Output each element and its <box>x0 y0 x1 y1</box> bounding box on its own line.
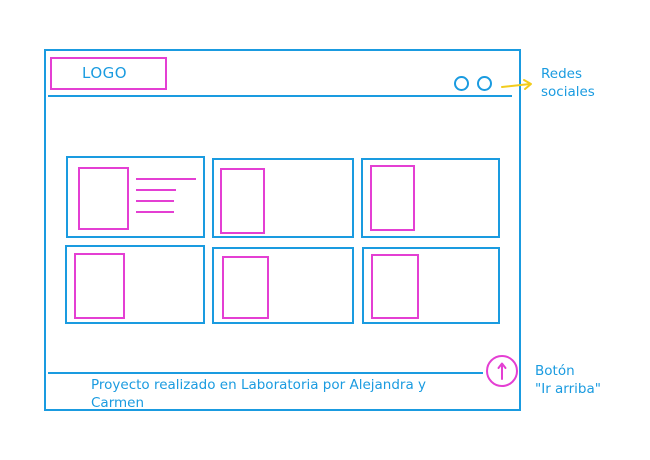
footer-credits-line1: Proyecto realizado en Laboratoria por Al… <box>91 377 427 393</box>
social-annotation-line1: Redes <box>541 66 582 82</box>
top-button-annotation-line2: "Ir arriba" <box>535 381 601 397</box>
logo-text: LOGO <box>82 64 128 82</box>
card-text-line <box>136 200 174 202</box>
social-icon-2[interactable] <box>477 76 492 91</box>
scroll-to-top-button[interactable] <box>485 354 519 388</box>
social-icon-1[interactable] <box>454 76 469 91</box>
card-image-placeholder <box>220 168 265 234</box>
top-button-annotation-line1: Botón <box>535 363 575 379</box>
card-image-placeholder <box>78 167 129 230</box>
card-text-line <box>136 178 196 180</box>
content-card[interactable] <box>212 247 354 324</box>
card-image-placeholder <box>370 165 415 231</box>
footer-divider <box>48 372 483 374</box>
content-card[interactable] <box>362 247 500 324</box>
footer-credits-line2: Carmen <box>91 395 145 411</box>
content-card[interactable] <box>66 156 205 238</box>
card-image-placeholder <box>74 253 125 319</box>
social-annotation-line2: sociales <box>541 84 595 100</box>
content-card[interactable] <box>65 245 205 324</box>
logo-placeholder[interactable] <box>50 57 167 90</box>
content-card[interactable] <box>361 158 500 238</box>
header-divider <box>48 95 512 97</box>
card-text-line <box>136 189 176 191</box>
top-button-annotation: Botón "Ir arriba" <box>535 362 601 398</box>
footer-credits: Proyecto realizado en Laboratoria por Al… <box>91 376 481 412</box>
card-text-line <box>136 211 174 213</box>
social-networks-annotation: Redes sociales <box>541 65 595 101</box>
annotation-arrow-icon <box>501 79 532 90</box>
card-image-placeholder <box>222 256 269 319</box>
content-card[interactable] <box>212 158 354 238</box>
page-frame <box>44 49 521 411</box>
card-image-placeholder <box>371 254 419 319</box>
